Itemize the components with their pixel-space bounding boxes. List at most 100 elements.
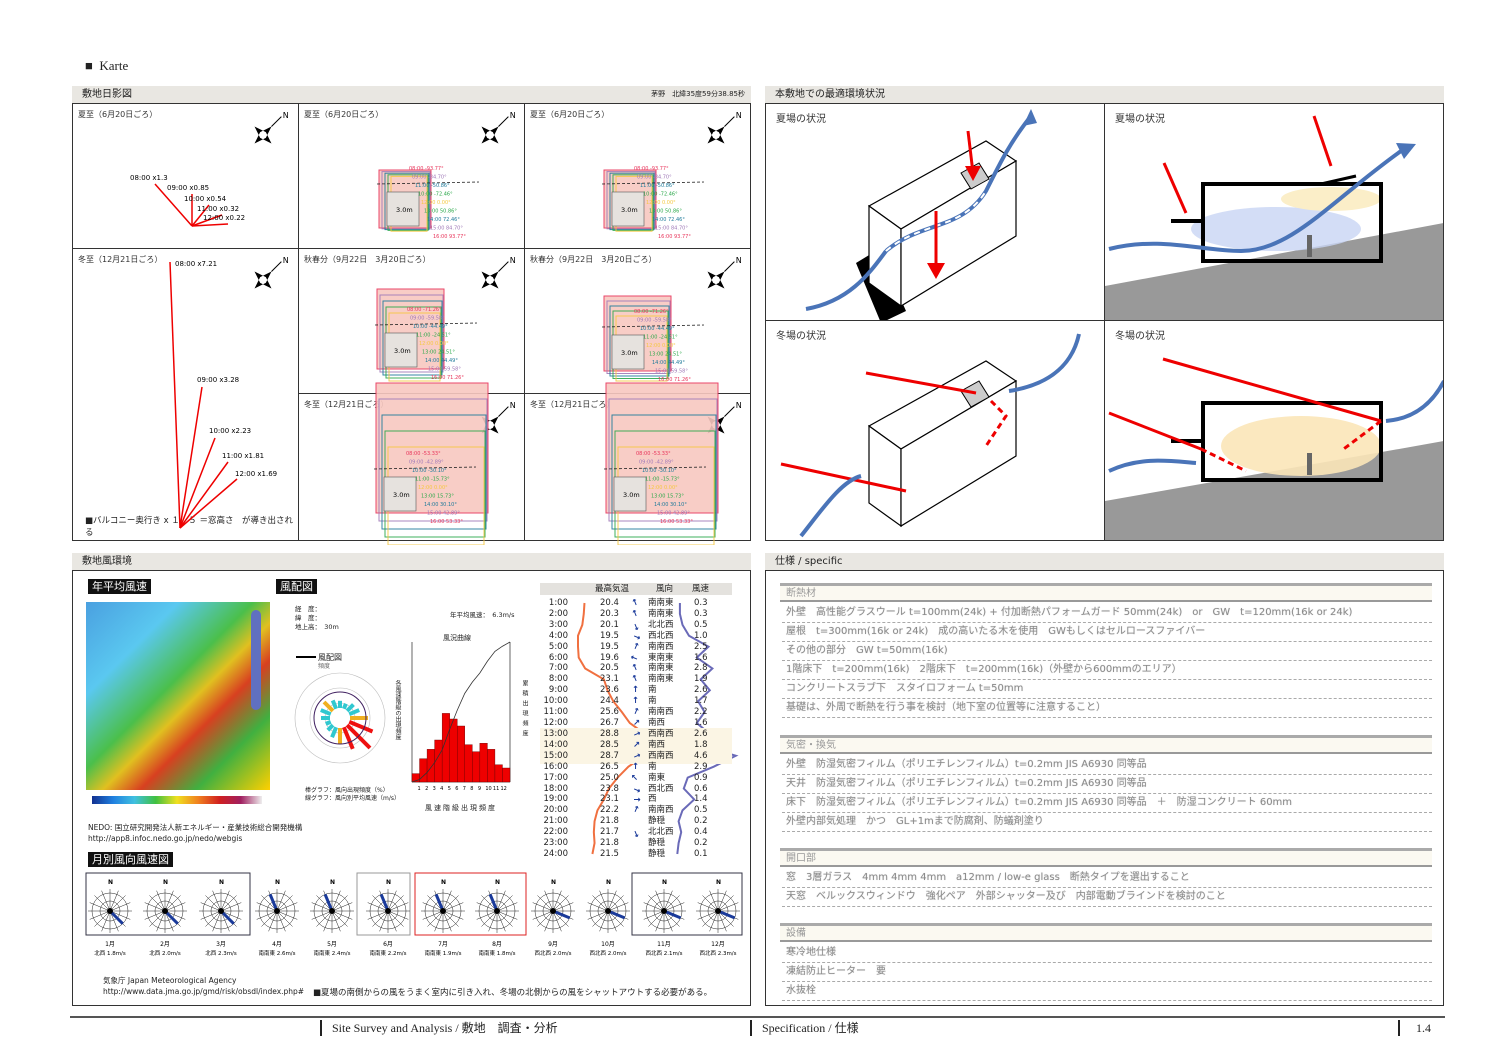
- table-highlight: [540, 728, 732, 764]
- rose-center: [440, 908, 446, 914]
- rose-ring: [321, 900, 343, 922]
- compass-north-label: N: [736, 111, 742, 120]
- longitude: 経 度：: [295, 605, 321, 613]
- north-label: N: [551, 879, 556, 886]
- speed-cell: 2.2: [694, 707, 708, 718]
- shadow-angle-label: 11:00 -15.73°: [415, 477, 450, 483]
- histogram-bar: [487, 749, 496, 783]
- ground-slope: [1105, 223, 1443, 320]
- speed-cell: 1.4: [694, 794, 708, 805]
- rose-ring: [432, 900, 454, 922]
- speed-cell: 0.2: [694, 816, 708, 827]
- cell-label: 冬至（12月21日ごろ）: [78, 255, 163, 264]
- reference-line: [376, 181, 480, 185]
- rose-ring: [542, 900, 564, 922]
- shadow-outline: [609, 172, 655, 231]
- speed-cell: 2.5: [694, 641, 708, 652]
- nedo-url[interactable]: http://app8.infoc.nedo.go.jp/nedo/webgis: [88, 834, 243, 843]
- jma-url[interactable]: http://www.data.jma.go.jp/gmd/risk/obsdl…: [103, 987, 305, 996]
- spec-line: 屋根 t=300mm(16k or 24k) 成の高いたる木を使用 GWもしくは…: [782, 623, 1432, 642]
- compass-icon: N: [707, 111, 742, 144]
- time-cell: 2:00: [548, 608, 568, 619]
- direction-cell: 南: [648, 696, 657, 707]
- shadow-outline: [606, 171, 656, 230]
- compass-icon: N: [481, 256, 516, 289]
- winter-section-diagram: [1105, 357, 1443, 540]
- shadow-angle-label: 15:00 84.70°: [430, 226, 463, 232]
- spec-line: 天窓 ベルックスウィンドウ 強化ペア 外部シャッター及び 内部電動ブラインドを検…: [782, 888, 1432, 907]
- wind-header: 敷地風環境: [72, 553, 751, 570]
- compass-north-label: N: [283, 111, 289, 120]
- speed-cell: 1.7: [694, 696, 708, 707]
- north-line: [724, 261, 735, 272]
- rose-ring: [99, 900, 121, 922]
- spec-line: 水抜栓: [782, 982, 1432, 1001]
- rose-ring: [589, 892, 627, 930]
- rose-ring: [210, 900, 232, 922]
- arrow-head: [1396, 143, 1416, 159]
- wind-dash: [885, 190, 987, 252]
- wind-blocked-arrow: [1008, 333, 1081, 393]
- x-tick-label: 8: [470, 786, 473, 792]
- temp-cell: 28.7: [600, 750, 619, 761]
- balcony-ray-label: 08:00 x1.3: [130, 174, 168, 182]
- balcony-ray-label: 09:00 x3.28: [197, 376, 239, 384]
- balcony-ray-label: 09:00 x0.85: [167, 184, 209, 192]
- shadow-angle-label: 14:00 72.46°: [652, 217, 685, 223]
- speed-cell: 2.8: [694, 663, 708, 674]
- sun-arrow: [1108, 411, 1202, 451]
- shadow-angle-label: 09:00 -59.58°: [637, 318, 672, 324]
- shadow-angle-label: 16:00 93.77°: [658, 234, 691, 240]
- rose-bar: [345, 703, 355, 713]
- building-block: [611, 334, 645, 370]
- month-label: 6月: [383, 941, 393, 948]
- shadow-angle-label: 12:00 0.00°: [646, 343, 676, 349]
- col-header-speed: 風速: [692, 584, 710, 594]
- temp-cell: 23.1: [600, 794, 619, 805]
- shadow-angle-label: 15:00 42.89°: [427, 511, 460, 517]
- building-block: [384, 332, 418, 368]
- map-zoom-slider[interactable]: [251, 610, 261, 710]
- wind-direction-arrow: [219, 909, 235, 925]
- rose-note: 棒グラフ：風向出現頻度（%）: [305, 787, 389, 794]
- shadow-outline: [381, 414, 487, 530]
- rose-ring: [707, 900, 729, 922]
- cell-label: 夏至（6月20日ごろ）: [530, 110, 610, 119]
- shadow-angle-label: 16:00 53.33°: [430, 519, 463, 525]
- compass-north-label: N: [510, 256, 516, 265]
- rose-ring: [91, 892, 129, 930]
- block-size-label: 3.0m: [394, 347, 411, 355]
- shadow-angle-label: 08:00 -53.33°: [406, 451, 441, 457]
- shadow-angle-label: 15:00 42.89°: [657, 511, 690, 517]
- footer-section-survey: Site Survey and Analysis / 敷地 調査・分析: [320, 1020, 558, 1036]
- shadow-angle-label: 14:00 30.10°: [654, 502, 687, 508]
- histogram-bar: [449, 718, 458, 783]
- jma-source: 気象庁 Japan Meteorological Agency: [103, 976, 237, 985]
- wind-note: ■夏場の南側からの風をうまく室内に引き入れ、冬場の北側からの風をシャットアウトす…: [313, 988, 713, 998]
- shadow-angle-label: 16:00 93.77°: [433, 234, 466, 240]
- shadow-angle-label: 16:00 53.33°: [660, 519, 693, 525]
- spec-group-title: 断熱材: [780, 583, 1432, 602]
- rose-ring: [154, 900, 176, 922]
- time-cell: 1:00: [548, 598, 568, 608]
- rose-ring: [486, 900, 508, 922]
- rose-center: [218, 908, 224, 914]
- direction-cell: 北北西: [648, 827, 674, 838]
- shadow-angle-label: 14:00 72.46°: [427, 217, 460, 223]
- shadow-angle-label: 09:00 -42.89°: [639, 460, 674, 466]
- rose-ring: [266, 900, 288, 922]
- month-wind-value: 南南東 2.2m/s: [369, 949, 406, 957]
- balcony-ray: [191, 223, 229, 227]
- speed-cell: 0.5: [694, 619, 708, 630]
- temp-cell: 21.8: [600, 816, 619, 827]
- direction-cell: 西北西: [648, 783, 674, 794]
- x-tick-label: 6: [455, 786, 458, 792]
- person-figure: [1307, 453, 1312, 475]
- temp-cell: 21.7: [600, 827, 619, 838]
- direction-cell: 静穏: [648, 838, 666, 849]
- spec-line: 天井 防湿気密フィルム（ポリエチレンフィルム）t=0.2mm JIS A6930…: [782, 775, 1432, 794]
- section-title: 仕様 / specific: [775, 556, 843, 567]
- temp-cell: 23.1: [600, 674, 619, 685]
- spec-line: 外壁 高性能グラスウール t=100mm(24k) + 付加断熱パフォームガード…: [782, 604, 1432, 623]
- speed-cell: 0.2: [694, 838, 708, 849]
